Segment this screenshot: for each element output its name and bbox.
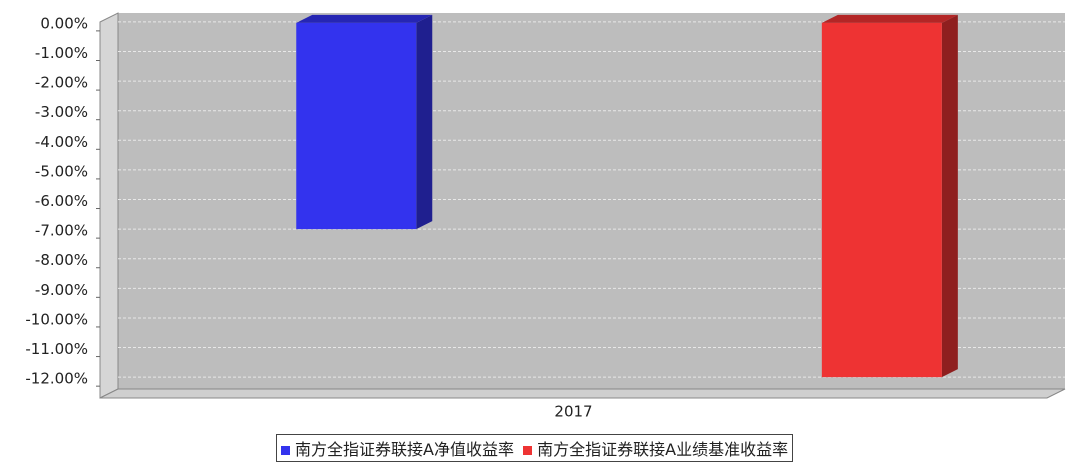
- y-tick-label: -4.00%: [35, 133, 88, 151]
- bar: [821, 22, 942, 378]
- x-tick-label: 2017: [554, 403, 592, 421]
- y-tick-label: -3.00%: [35, 103, 88, 121]
- bar: [296, 22, 417, 230]
- y-tick-label: -11.00%: [25, 340, 88, 358]
- y-tick-label: -12.00%: [25, 370, 88, 388]
- legend-box: 南方全指证券联接A净值收益率 南方全指证券联接A业绩基准收益率: [275, 434, 794, 462]
- y-tick-label: -9.00%: [35, 281, 88, 299]
- y-tick-label: -10.00%: [25, 310, 88, 328]
- legend: 南方全指证券联接A净值收益率 南方全指证券联接A业绩基准收益率: [0, 434, 1069, 462]
- bar-top: [296, 14, 433, 23]
- grid: [118, 21, 1065, 378]
- y-tick-label: -8.00%: [35, 251, 88, 269]
- y-tick-label: -2.00%: [35, 74, 88, 92]
- y-tick-label: 0.00%: [40, 14, 88, 32]
- left-wall: [99, 12, 119, 399]
- legend-swatch: [523, 446, 533, 455]
- floor: [99, 388, 1066, 399]
- y-tick-label: -6.00%: [35, 192, 88, 210]
- bar-top: [821, 14, 958, 23]
- bar-side: [941, 14, 958, 378]
- legend-label: 南方全指证券联接A业绩基准收益率: [537, 440, 789, 459]
- legend-label: 南方全指证券联接A净值收益率: [295, 440, 514, 459]
- bars: [296, 14, 958, 378]
- y-tick-label: -7.00%: [35, 222, 88, 240]
- bar-side: [416, 14, 433, 230]
- y-tick-label: -5.00%: [35, 162, 88, 180]
- legend-swatch: [280, 446, 290, 455]
- y-tick-label: -1.00%: [35, 44, 88, 62]
